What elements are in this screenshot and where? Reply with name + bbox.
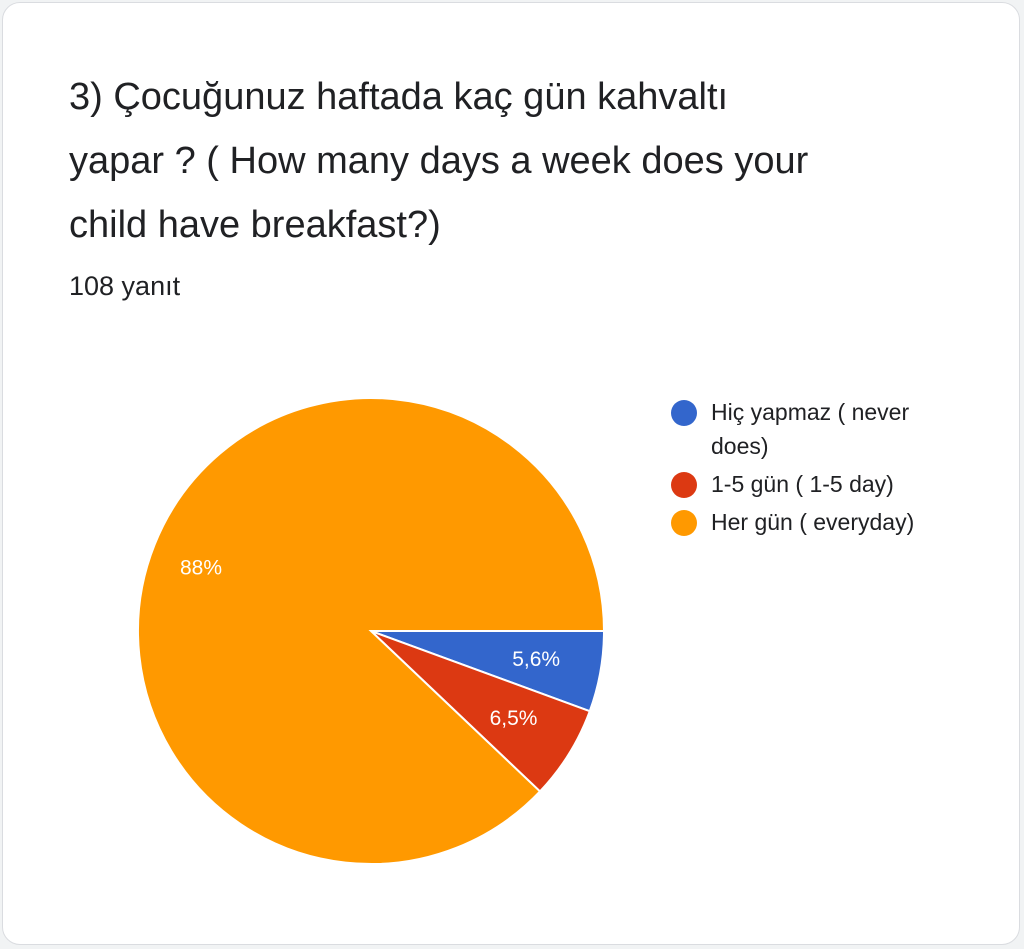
legend-item-everyday[interactable]: Her gün ( everyday)	[671, 505, 971, 539]
legend-swatch	[671, 472, 697, 498]
pie-chart: 5,6% 6,5% 88%	[137, 397, 606, 865]
chart-legend: Hiç yapmaz ( never does) 1-5 gün ( 1-5 d…	[671, 395, 971, 543]
legend-item-1-5-days[interactable]: 1-5 gün ( 1-5 day)	[671, 467, 971, 501]
legend-label: Her gün ( everyday)	[711, 509, 915, 535]
question-title: 3) Çocuğunuz haftada kaç gün kahvaltı ya…	[69, 76, 809, 246]
slice-label-never: 5,6%	[512, 648, 560, 671]
legend-swatch	[671, 510, 697, 536]
legend-label: Hiç yapmaz ( never does)	[711, 399, 910, 459]
pie-slice-everyday[interactable]	[137, 397, 606, 865]
slice-label-everyday: 88%	[180, 557, 222, 580]
response-count: 108 yanıt	[69, 271, 181, 301]
slice-label-1-5-days: 6,5%	[490, 707, 538, 730]
legend-swatch	[671, 400, 697, 426]
legend-item-never[interactable]: Hiç yapmaz ( never does)	[671, 395, 971, 463]
legend-label: 1-5 gün ( 1-5 day)	[711, 471, 894, 497]
